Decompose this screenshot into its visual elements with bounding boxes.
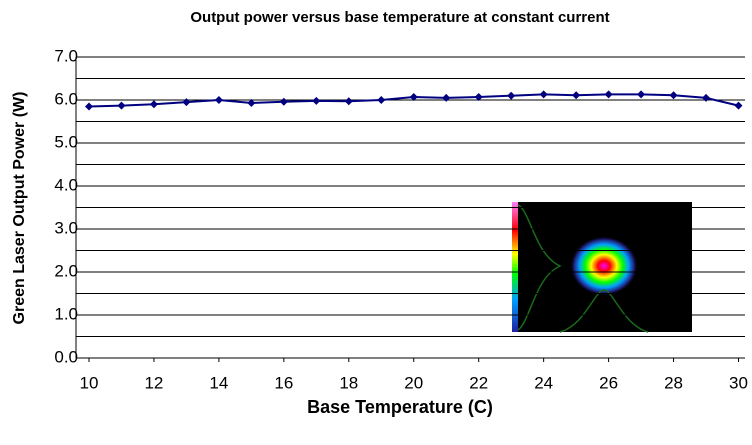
x-tick-label: 14 [209, 373, 228, 392]
data-point [117, 101, 126, 110]
x-tick-label: 22 [469, 373, 488, 392]
data-point [604, 90, 613, 99]
data-point [539, 90, 548, 99]
x-tick-label: 30 [729, 373, 748, 392]
x-tick-label: 20 [404, 373, 423, 392]
y-tick-label: 2.0 [54, 261, 78, 280]
x-axis-title: Base Temperature (C) [307, 397, 493, 417]
y-tick-label: 7.0 [54, 46, 78, 65]
y-tick-label: 5.0 [54, 132, 78, 151]
data-point [344, 97, 353, 106]
data-point [149, 100, 158, 109]
data-point [637, 90, 646, 99]
data-point [247, 99, 256, 108]
data-point [409, 92, 418, 101]
data-point [572, 91, 581, 100]
x-tick-label: 18 [339, 373, 358, 392]
x-tick-label: 28 [664, 373, 683, 392]
data-point [312, 96, 321, 105]
y-tick-label: 4.0 [54, 175, 78, 194]
data-point [279, 97, 288, 106]
y-tick-label: 1.0 [54, 304, 78, 323]
data-point [507, 91, 516, 100]
data-point [214, 96, 223, 104]
data-point [474, 92, 483, 101]
data-point [734, 101, 743, 110]
x-tick-label: 16 [274, 373, 293, 392]
y-tick-label: 6.0 [54, 89, 78, 108]
data-point [442, 93, 451, 102]
y-axis-title: Green Laser Output Power (W) [11, 92, 28, 325]
data-point [182, 98, 191, 107]
x-tick-label: 24 [534, 373, 553, 392]
x-tick-label: 10 [80, 373, 99, 392]
data-point [702, 93, 711, 102]
data-point [377, 96, 386, 104]
x-tick-label: 12 [144, 373, 163, 392]
x-tick-label: 26 [599, 373, 618, 392]
data-point [669, 91, 678, 100]
chart-title: Output power versus base temperature at … [190, 9, 609, 26]
inset-beam-image [512, 202, 692, 333]
data-point [84, 102, 93, 111]
y-tick-label: 0.0 [54, 347, 78, 366]
y-tick-label: 3.0 [54, 218, 78, 237]
